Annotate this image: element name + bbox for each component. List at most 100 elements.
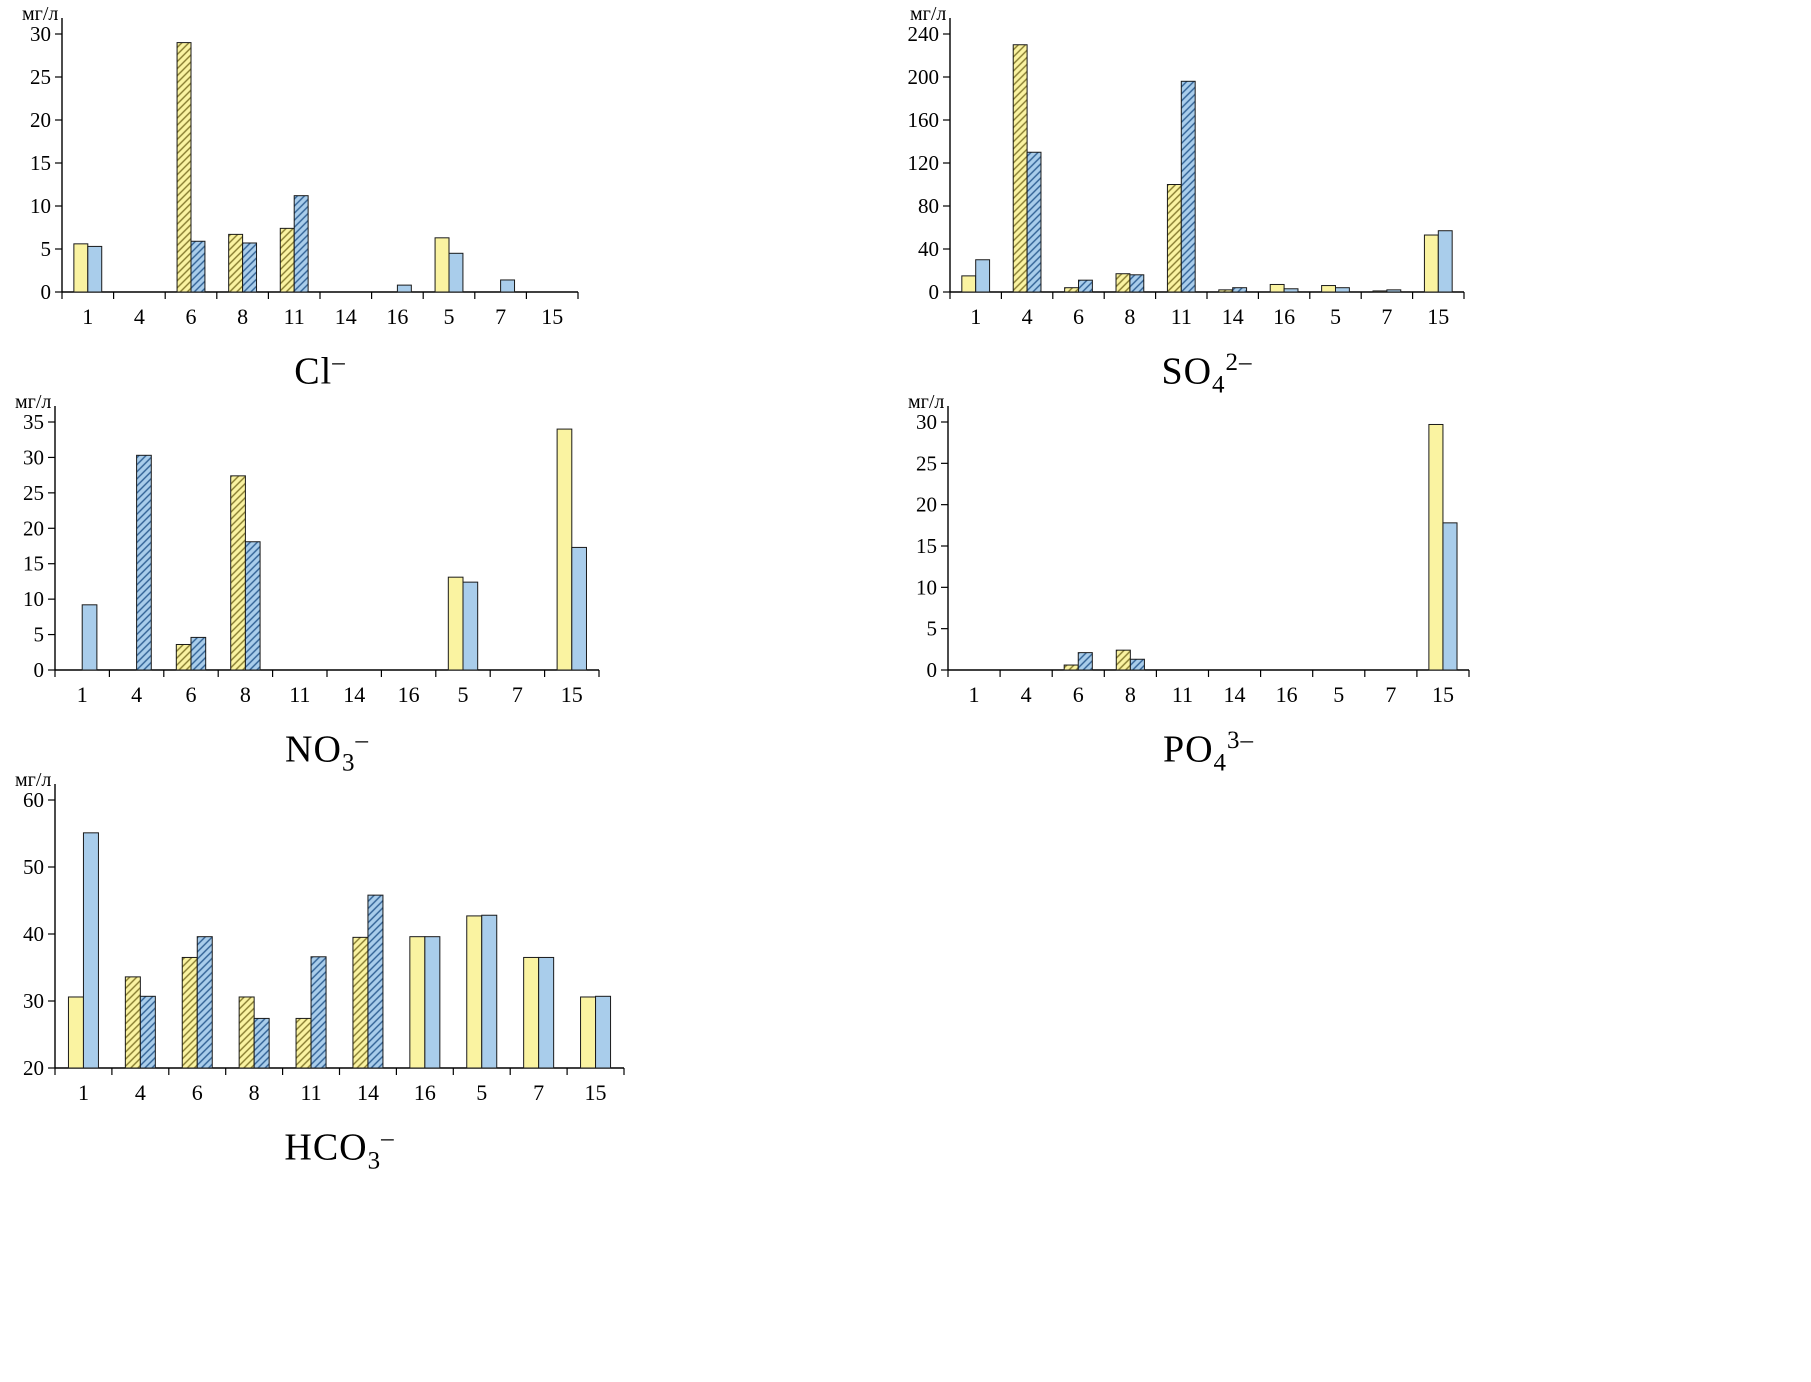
bar-hco3-cat7-series-2-blue [538, 956, 555, 1069]
chart-cl-title: Cl– [62, 349, 578, 399]
y-axis-unit-label: мг/л [908, 392, 944, 413]
y-tick-label: 5 [41, 237, 52, 261]
bar-cl-cat1-series-1-yellow [73, 243, 89, 293]
chart-no3: 0 5 10 15 20 25 30 35 1 4 6 8 11 14 16 5 7 15 мг/л NO3– [8, 391, 608, 777]
bar-so4-cat11-series-1-yellow [1166, 184, 1182, 293]
formula-sub: 4 [1212, 371, 1226, 399]
y-tick-label: 120 [908, 151, 940, 175]
x-tick-label: 14 [335, 304, 357, 329]
bar-no3-cat5-series-2-blue [462, 581, 479, 671]
x-tick-label: 8 [1125, 682, 1136, 707]
chart-no3-title: NO3– [55, 727, 599, 777]
x-tick-label: 6 [1073, 304, 1084, 329]
y-tick-label: 20 [23, 516, 44, 540]
x-tick-label: 5 [444, 304, 455, 329]
x-tick-label: 7 [495, 304, 506, 329]
y-tick-label: 15 [30, 151, 51, 175]
formula-base: NO [285, 728, 342, 771]
bar-no3-cat5-series-1-yellow [447, 576, 464, 671]
x-tick-label: 4 [131, 682, 142, 707]
chart-so4: 0 40 80 120 160 200 240 1 4 6 8 11 14 16 5 7 15 мг/л SO42… [893, 3, 1473, 399]
y-tick-label: 0 [34, 658, 45, 682]
x-tick-label: 1 [969, 682, 980, 707]
x-tick-label: 11 [284, 304, 305, 329]
bar-so4-cat15-series-2-blue [1437, 230, 1453, 293]
chart-cl: 0 5 10 15 20 25 30 1 4 6 8 11 14 16 5 7 15 мг/л Cl– [12, 3, 587, 399]
bar-cl-cat6-series-2-blue [190, 240, 206, 293]
x-tick-label: 15 [1427, 304, 1449, 329]
bar-so4-cat11-series-2-blue [1180, 80, 1196, 293]
bar-cl-cat5-series-2-blue [448, 252, 464, 293]
x-tick-label: 8 [249, 1080, 260, 1105]
bar-hco3-cat6-series-2-blue [196, 936, 213, 1069]
bar-hco3-cat11-series-2-blue [310, 956, 327, 1069]
bar-po4-cat15-series-2-blue [1442, 522, 1458, 671]
x-tick-label: 7 [533, 1080, 544, 1105]
bar-cl-cat11-series-1-yellow [279, 227, 295, 293]
chart-po4: 0 5 10 15 20 25 30 1 4 6 8 11 14 16 5 7 15 мг/л PO43– [898, 391, 1478, 777]
bar-po4-cat15-series-1-yellow [1428, 423, 1444, 671]
x-tick-label: 1 [970, 304, 981, 329]
x-tick-label: 6 [186, 304, 197, 329]
bar-hco3-cat15-series-1-yellow [580, 996, 597, 1069]
x-tick-label: 15 [1432, 682, 1454, 707]
y-tick-label: 200 [908, 65, 940, 89]
bar-cl-cat1-series-2-blue [87, 245, 103, 293]
bar-so4-cat8-series-2-blue [1129, 274, 1145, 293]
bar-hco3-cat4-series-1-yellow [124, 976, 141, 1069]
formula-sup: – [332, 349, 346, 376]
bar-so4-cat1-series-2-blue [975, 259, 991, 293]
x-tick-label: 1 [82, 304, 93, 329]
x-tick-label: 7 [1385, 682, 1396, 707]
x-tick-label: 7 [1381, 304, 1392, 329]
bar-cl-cat7-series-2-blue [500, 279, 516, 293]
x-tick-label: 16 [398, 682, 420, 707]
y-axis-unit-label: мг/л [15, 392, 51, 413]
bar-po4-cat6-series-2-blue [1077, 652, 1093, 671]
y-tick-label: 25 [916, 451, 937, 475]
x-tick-label: 6 [186, 682, 197, 707]
x-tick-label: 11 [289, 682, 310, 707]
bar-no3-cat6-series-1-yellow [175, 643, 192, 671]
formula-sub: 3 [341, 749, 356, 777]
chart-hco3-title: HCO3– [55, 1125, 624, 1175]
bar-hco3-cat14-series-2-blue [367, 894, 384, 1069]
x-tick-label: 11 [1171, 304, 1192, 329]
y-tick-label: 15 [916, 534, 937, 558]
bar-so4-cat7-series-2-blue [1386, 289, 1402, 293]
x-tick-label: 8 [237, 304, 248, 329]
y-tick-label: 80 [918, 194, 939, 218]
x-tick-label: 6 [192, 1080, 203, 1105]
y-tick-label: 30 [23, 445, 44, 469]
bar-so4-cat1-series-1-yellow [961, 275, 977, 293]
bar-so4-cat16-series-1-yellow [1269, 283, 1285, 293]
x-tick-label: 14 [1222, 304, 1244, 329]
bar-so4-cat14-series-1-yellow [1218, 289, 1234, 293]
x-tick-label: 5 [458, 682, 469, 707]
bar-hco3-cat15-series-2-blue [595, 995, 612, 1069]
formula-sub: 3 [367, 1147, 382, 1175]
formula-sup: – [381, 1125, 395, 1152]
bar-so4-cat5-series-1-yellow [1321, 285, 1337, 293]
y-tick-label: 30 [30, 22, 51, 46]
bar-so4-cat16-series-2-blue [1283, 288, 1299, 293]
formula-sup: 3– [1227, 727, 1255, 754]
bar-hco3-cat7-series-1-yellow [523, 956, 540, 1069]
x-tick-label: 16 [1276, 682, 1298, 707]
bar-no3-cat8-series-2-blue [244, 541, 261, 671]
y-tick-label: 5 [34, 623, 45, 647]
y-tick-label: 5 [927, 617, 938, 641]
bar-hco3-cat14-series-1-yellow [352, 936, 369, 1069]
bar-hco3-cat16-series-2-blue [424, 936, 441, 1069]
bar-po4-cat8-series-2-blue [1129, 658, 1145, 671]
x-tick-label: 1 [77, 682, 88, 707]
y-tick-label: 25 [30, 65, 51, 89]
y-tick-label: 10 [23, 587, 44, 611]
bar-hco3-cat11-series-1-yellow [295, 1017, 312, 1069]
y-tick-label: 160 [908, 108, 940, 132]
y-axis-unit-label: мг/л [15, 770, 51, 791]
